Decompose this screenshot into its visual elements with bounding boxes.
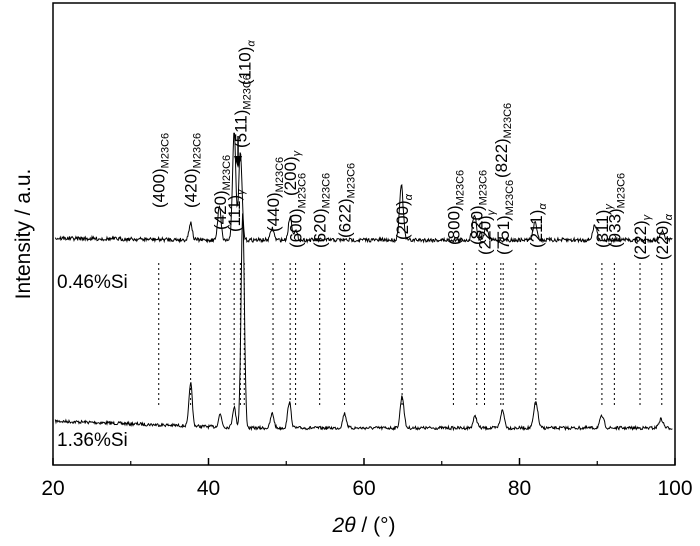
peak-label: (311)γ	[593, 203, 615, 248]
x-axis-var: 2θ	[332, 514, 357, 537]
peak-label: (111)γ	[225, 188, 247, 232]
series-label: 1.36%Si	[57, 430, 128, 451]
peak-label: (220)γ	[476, 208, 498, 255]
peak-label: (200)γ	[281, 149, 303, 196]
peak-label: (220)α	[653, 213, 675, 260]
x-tick-label: 80	[508, 477, 531, 500]
peak-label: (420)M23C6	[211, 155, 233, 230]
series-line	[54, 213, 673, 432]
peak-label: (620)M23C6	[311, 173, 333, 248]
x-tick-label: 100	[657, 477, 692, 500]
peak-label: (400)M23C6	[150, 133, 172, 208]
peak-label: (600)M23C6	[287, 173, 309, 248]
peak-label: (211)α	[527, 203, 549, 248]
x-tick-label: 20	[41, 477, 64, 500]
peak-label: (440)M23C6	[264, 157, 286, 232]
plot-layer	[54, 132, 673, 432]
peak-label: (622)M23C6	[336, 163, 358, 238]
y-axis-title: Intensity / a.u.	[12, 169, 35, 300]
x-axis: 20 40 60 80 100	[41, 458, 693, 500]
peak-label: (200)α	[393, 193, 415, 240]
series-line	[54, 132, 673, 244]
peak-label: (822)M23C6	[492, 103, 514, 178]
peak-label: (511)M23C6	[231, 74, 253, 148]
plot-frame	[52, 2, 676, 466]
peak-label: (110)α	[235, 40, 257, 85]
series-labels: 0.46%Si 1.36%Si (400)M23C6 (420)M23C6 (420)M…	[57, 40, 675, 451]
peak-label: (751)M23C6	[494, 180, 516, 255]
x-tick-label: 40	[197, 477, 220, 500]
peak-label: (800)M23C6	[444, 170, 466, 245]
peak-label: (420)M23C6	[182, 133, 204, 208]
x-tick-label: 60	[352, 477, 375, 500]
series-label: 0.46%Si	[57, 272, 128, 293]
x-axis-title: 2θ / (°)	[332, 514, 396, 537]
peak-label: (222)γ	[631, 213, 653, 260]
arrow-head	[234, 156, 243, 168]
peak-label: (820)M23C6	[468, 170, 490, 245]
peak-label: (933)M23C6	[605, 173, 627, 248]
x-axis-unit: / (°)	[356, 514, 396, 537]
